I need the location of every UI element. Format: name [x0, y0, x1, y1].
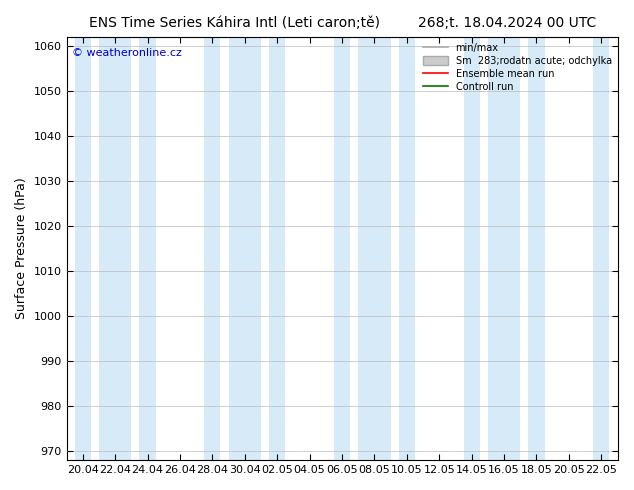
Text: © weatheronline.cz: © weatheronline.cz: [72, 48, 182, 58]
Bar: [204, 37, 221, 460]
Bar: [75, 37, 91, 460]
Bar: [229, 37, 261, 460]
Bar: [488, 37, 521, 460]
Bar: [399, 37, 415, 460]
Text: 268;t. 18.04.2024 00 UTC: 268;t. 18.04.2024 00 UTC: [418, 16, 597, 30]
Bar: [139, 37, 156, 460]
Bar: [593, 37, 609, 460]
Text: ENS Time Series Káhira Intl (Leti caron;tě): ENS Time Series Káhira Intl (Leti caron;…: [89, 16, 380, 30]
Bar: [269, 37, 285, 460]
Bar: [99, 37, 131, 460]
Bar: [334, 37, 350, 460]
Bar: [463, 37, 480, 460]
Bar: [358, 37, 391, 460]
Bar: [528, 37, 545, 460]
Legend: min/max, Sm  283;rodatn acute; odchylka, Ensemble mean run, Controll run: min/max, Sm 283;rodatn acute; odchylka, …: [420, 39, 616, 96]
Y-axis label: Surface Pressure (hPa): Surface Pressure (hPa): [15, 178, 28, 319]
